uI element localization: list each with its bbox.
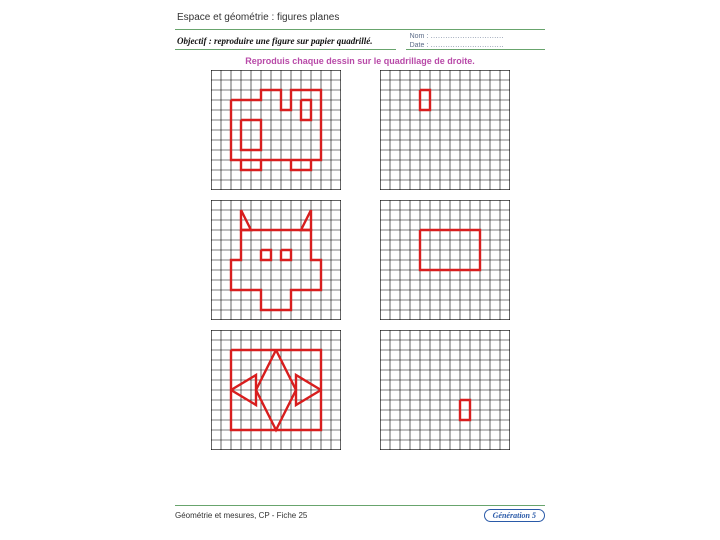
- page-title: Espace et géométrie : figures planes: [155, 8, 565, 29]
- instruction-text: Reproduis chaque dessin sur le quadrilla…: [155, 56, 565, 66]
- rule-top: [175, 29, 545, 30]
- footer-left: Géométrie et mesures, CP - Fiche 25: [175, 511, 307, 520]
- name-label: Nom :: [410, 33, 545, 40]
- footer: Géométrie et mesures, CP - Fiche 25 Géné…: [175, 505, 545, 522]
- grid-panel: [211, 200, 341, 320]
- grid-panel: [380, 70, 510, 190]
- grids-container: [155, 70, 565, 450]
- worksheet-page: Espace et géométrie : figures planes Obj…: [155, 8, 565, 528]
- grid-panel: [211, 330, 341, 450]
- grid-panel: [211, 70, 341, 190]
- grid-panel: [380, 200, 510, 320]
- objective-text: Objectif : reproduire une figure sur pap…: [175, 33, 396, 50]
- name-date-box: Nom : Date :: [406, 33, 545, 50]
- grid-panel: [380, 330, 510, 450]
- brand-badge: Génération 5: [484, 509, 545, 522]
- header-row: Objectif : reproduire une figure sur pap…: [155, 33, 565, 54]
- date-label: Date :: [410, 42, 545, 49]
